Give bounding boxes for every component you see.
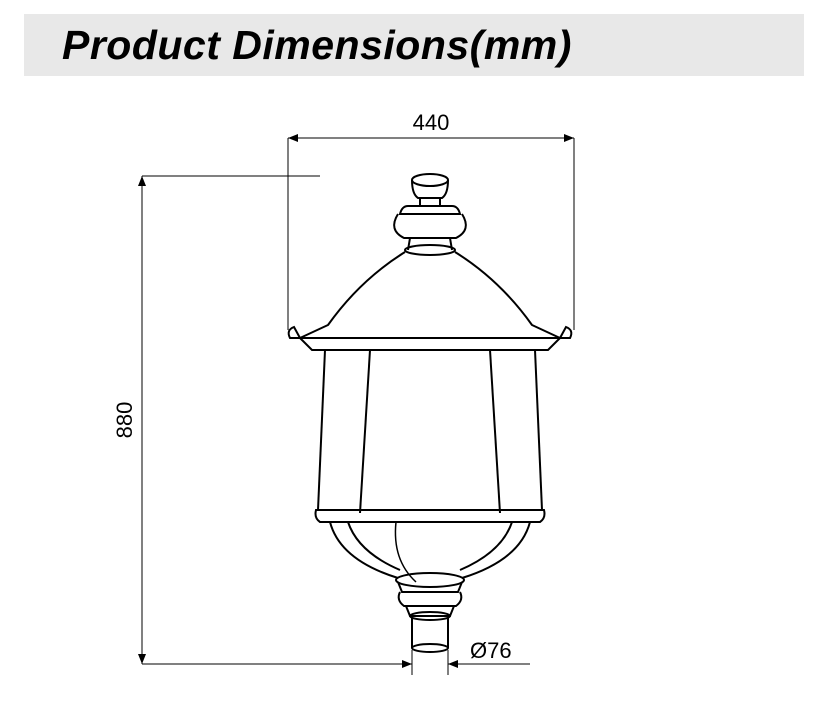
height-value: 880 <box>112 402 137 439</box>
arrowhead <box>138 654 146 664</box>
arrowhead <box>448 660 458 668</box>
arrowhead <box>138 176 146 186</box>
dimension-diagram: 440 880 Ø76 <box>0 90 828 690</box>
page-title: Product Dimensions(mm) <box>62 22 572 69</box>
arrowhead <box>402 660 412 668</box>
arrowhead <box>288 134 298 142</box>
width-value: 440 <box>413 110 450 135</box>
lamp-outline <box>289 174 572 652</box>
title-bar: Product Dimensions(mm) <box>24 14 804 76</box>
diameter-value: Ø76 <box>470 638 512 663</box>
arrowhead <box>564 134 574 142</box>
